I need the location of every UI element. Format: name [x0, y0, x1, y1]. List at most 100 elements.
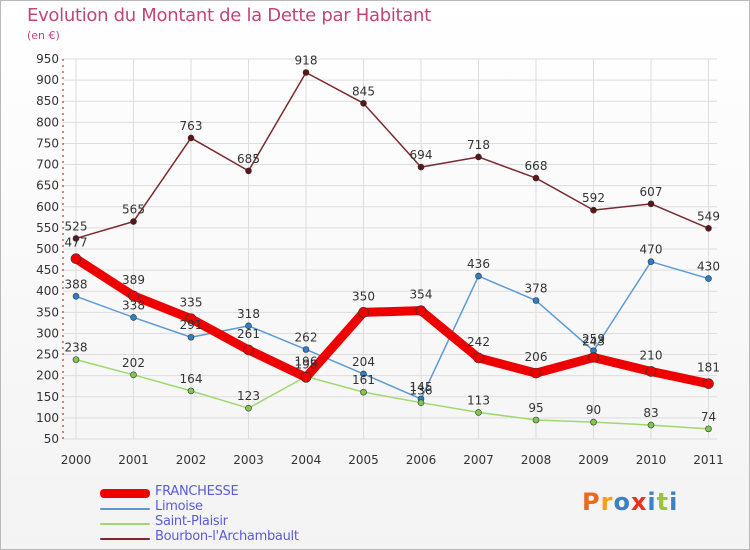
legend-swatch — [100, 508, 150, 510]
x-tick-label: 2005 — [348, 453, 379, 467]
y-tick-label: 850 — [36, 94, 59, 108]
data-label: 196 — [295, 354, 318, 368]
data-label: 198 — [295, 358, 318, 372]
data-label: 202 — [122, 356, 145, 370]
data-label: 918 — [295, 54, 318, 68]
x-tick-label: 2011 — [693, 453, 724, 467]
data-point — [703, 378, 714, 389]
legend-label: Limoise — [155, 499, 203, 514]
legend: FRANCHESSE Limoise Saint-Plaisir Bourbon… — [100, 484, 430, 546]
data-point — [130, 371, 137, 379]
x-tick-label: 2010 — [636, 453, 667, 467]
data-point — [245, 322, 252, 330]
data-label: 592 — [582, 191, 605, 205]
legend-swatch — [100, 523, 150, 525]
data-point — [302, 69, 310, 76]
y-tick-label: 500 — [36, 242, 59, 256]
data-point — [532, 297, 540, 304]
x-tick-label: 2003 — [233, 453, 264, 467]
data-label: 389 — [122, 273, 145, 287]
data-point — [590, 418, 597, 426]
data-point — [705, 225, 712, 232]
data-label: 436 — [467, 257, 490, 271]
data-point — [590, 206, 597, 214]
data-label: 243 — [582, 335, 605, 349]
data-point — [72, 356, 80, 363]
y-tick-label: 900 — [36, 73, 59, 87]
series-line-0 — [71, 254, 713, 389]
data-label: 685 — [237, 152, 260, 166]
data-point — [532, 174, 540, 182]
data-label: 145 — [410, 380, 433, 394]
data-label: 136 — [410, 384, 433, 398]
y-tick-label: 600 — [36, 200, 59, 214]
legend-item-bourbon: Bourbon-l'Archambault — [100, 529, 430, 546]
x-tick-label: 2004 — [291, 453, 322, 467]
data-point — [532, 416, 540, 424]
data-point — [130, 314, 137, 321]
data-point — [705, 425, 712, 433]
data-point — [647, 421, 655, 429]
data-point — [647, 200, 655, 208]
x-tick-label: 2008 — [521, 453, 552, 467]
series-line-1 — [75, 260, 710, 400]
data-point — [473, 352, 484, 364]
data-point — [245, 167, 252, 175]
y-tick-label: 950 — [36, 52, 59, 66]
data-label: 95 — [528, 401, 543, 415]
data-point — [647, 258, 655, 265]
data-label: 845 — [352, 84, 375, 98]
data-label: 565 — [122, 203, 145, 217]
data-label: 164 — [180, 372, 203, 386]
data-label: 477 — [65, 236, 88, 250]
x-tick-label: 2007 — [463, 453, 494, 467]
data-label: 350 — [352, 289, 375, 303]
data-label: 204 — [352, 355, 375, 369]
legend-swatch — [100, 489, 150, 498]
y-tick-label: 300 — [36, 326, 59, 340]
data-point — [187, 333, 195, 341]
data-label: 261 — [237, 327, 260, 341]
y-tick-label: 400 — [36, 284, 59, 298]
data-point — [245, 404, 252, 412]
data-label: 291 — [180, 318, 203, 332]
y-tick-label: 550 — [36, 221, 59, 235]
y-tick-label: 800 — [36, 115, 59, 129]
data-point — [243, 344, 254, 356]
data-point — [70, 253, 82, 265]
data-label: 318 — [237, 307, 260, 321]
data-label: 607 — [640, 185, 663, 199]
data-label: 74 — [701, 410, 716, 424]
chart-title: Evolution du Montant de la Dette par Hab… — [27, 5, 431, 26]
data-label: 470 — [640, 243, 663, 257]
data-point — [130, 218, 137, 225]
data-point — [72, 292, 80, 300]
unit-label: (en €) — [27, 29, 60, 42]
legend-label: Bourbon-l'Archambault — [155, 529, 299, 544]
data-point — [530, 367, 542, 379]
data-label: 388 — [65, 277, 88, 291]
data-point — [300, 372, 312, 383]
y-tick-label: 200 — [36, 369, 59, 383]
data-label: 430 — [697, 260, 720, 274]
x-tick-label: 2006 — [406, 453, 437, 467]
data-label: 718 — [467, 138, 490, 152]
x-tick-label: 2009 — [578, 453, 609, 467]
x-tick-label: 2002 — [176, 453, 207, 467]
series-line-2 — [75, 358, 710, 430]
data-point — [475, 409, 482, 416]
data-label: 549 — [697, 209, 720, 223]
legend-item-saint-plaisir: Saint-Plaisir — [100, 514, 430, 531]
y-tick-label: 100 — [36, 411, 59, 425]
series-lines — [70, 69, 714, 433]
data-point — [475, 272, 482, 280]
data-label: 123 — [237, 389, 260, 403]
data-label: 242 — [467, 335, 490, 349]
data-label: 525 — [65, 219, 88, 233]
data-point — [187, 387, 195, 395]
series-line-3 — [75, 71, 710, 240]
data-label: 335 — [180, 296, 203, 310]
legend-swatch — [100, 538, 150, 540]
